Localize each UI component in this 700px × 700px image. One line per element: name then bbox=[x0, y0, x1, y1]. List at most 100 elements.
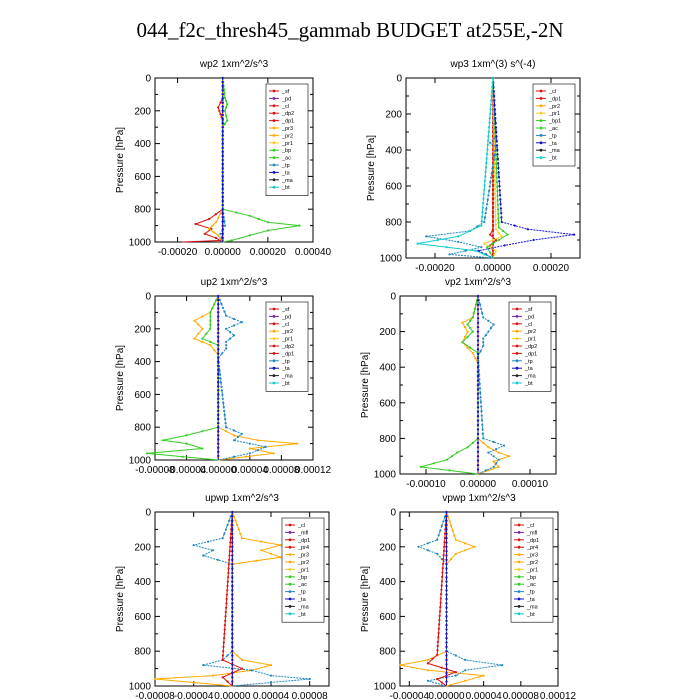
x-tick-label: 0.00000 bbox=[475, 263, 512, 274]
data-point bbox=[229, 337, 232, 340]
legend-marker bbox=[515, 344, 519, 348]
data-point bbox=[501, 664, 504, 667]
data-point bbox=[450, 557, 453, 561]
legend-entry: _dp1 bbox=[524, 351, 537, 357]
data-point bbox=[497, 162, 500, 165]
data-point bbox=[153, 677, 157, 681]
legend-entry: _pr2 bbox=[548, 104, 560, 110]
data-point bbox=[225, 347, 228, 350]
data-point bbox=[232, 324, 236, 327]
legend-entry: _pr3 bbox=[297, 553, 309, 559]
data-point bbox=[221, 676, 224, 679]
data-point bbox=[185, 434, 188, 437]
legend-marker bbox=[272, 104, 276, 108]
data-point bbox=[398, 664, 402, 667]
data-point bbox=[445, 680, 448, 683]
data-point bbox=[445, 554, 448, 557]
legend-entry: _bt bbox=[281, 381, 290, 387]
data-point bbox=[217, 344, 220, 347]
data-point bbox=[217, 311, 220, 314]
data-point bbox=[221, 352, 224, 355]
data-point bbox=[236, 435, 239, 439]
y-axis-label: Pressure [hPa] bbox=[366, 135, 377, 201]
legend-entry: _ac bbox=[281, 156, 291, 162]
data-point bbox=[217, 454, 220, 457]
legend-entry: _ac bbox=[297, 582, 307, 588]
data-point bbox=[209, 315, 212, 318]
data-point bbox=[231, 515, 234, 518]
data-point bbox=[231, 676, 234, 679]
legend-entry: _dp1 bbox=[526, 538, 539, 544]
data-point bbox=[457, 240, 460, 243]
data-point bbox=[224, 615, 227, 618]
data-point bbox=[496, 144, 499, 147]
data-point bbox=[235, 211, 238, 214]
data-point bbox=[231, 615, 234, 618]
data-point bbox=[213, 303, 216, 306]
legend-entry: _tp bbox=[526, 590, 535, 596]
data-point bbox=[217, 323, 220, 326]
y-tick-label: 800 bbox=[134, 205, 151, 216]
data-point bbox=[231, 597, 234, 601]
data-point bbox=[217, 234, 220, 237]
data-point bbox=[221, 393, 224, 396]
data-point bbox=[221, 85, 224, 88]
data-point bbox=[229, 545, 232, 548]
data-point bbox=[440, 584, 443, 587]
data-point bbox=[488, 189, 491, 192]
data-point bbox=[225, 327, 228, 330]
data-point bbox=[240, 667, 244, 670]
series-line bbox=[420, 295, 479, 475]
data-point bbox=[248, 234, 251, 237]
data-point bbox=[464, 549, 467, 552]
data-point bbox=[498, 180, 501, 183]
data-point bbox=[220, 116, 223, 119]
data-point bbox=[494, 121, 497, 125]
data-point bbox=[222, 645, 225, 649]
data-point bbox=[221, 195, 224, 198]
y-tick-label: 200 bbox=[134, 542, 151, 553]
data-point bbox=[445, 663, 448, 666]
data-point bbox=[445, 637, 448, 640]
data-point bbox=[488, 185, 491, 188]
legend-marker bbox=[288, 590, 292, 593]
data-point bbox=[482, 441, 485, 444]
data-point bbox=[448, 469, 451, 472]
data-point bbox=[223, 409, 226, 413]
y-tick-label: 0 bbox=[390, 508, 396, 519]
y-axis-label: Pressure [hPa] bbox=[115, 127, 126, 193]
x-tick-label: -0.00020 bbox=[415, 263, 455, 274]
data-point bbox=[476, 392, 480, 395]
data-point bbox=[438, 610, 442, 613]
data-point bbox=[497, 226, 500, 229]
data-point bbox=[231, 680, 234, 683]
data-point bbox=[232, 455, 236, 458]
data-point bbox=[221, 216, 224, 219]
data-point bbox=[437, 534, 440, 537]
data-point bbox=[494, 214, 497, 217]
legend-marker bbox=[288, 597, 292, 601]
y-tick-label: 400 bbox=[134, 577, 151, 588]
data-point bbox=[248, 447, 251, 450]
data-point bbox=[479, 396, 482, 399]
data-point bbox=[476, 432, 480, 436]
data-point bbox=[474, 249, 477, 252]
legend-entry: _ta bbox=[297, 597, 307, 603]
x-tick-label: 0.00008 bbox=[503, 691, 540, 700]
data-point bbox=[485, 161, 488, 165]
data-point bbox=[490, 176, 493, 179]
x-tick-label: -0.00004 bbox=[390, 691, 430, 700]
data-point bbox=[495, 162, 498, 166]
data-point bbox=[495, 130, 498, 134]
data-point bbox=[448, 253, 451, 256]
legend-entry: _cl bbox=[297, 523, 305, 529]
data-point bbox=[201, 340, 204, 343]
data-point bbox=[222, 650, 225, 653]
data-point bbox=[483, 242, 486, 245]
legend-entry: _dp1 bbox=[297, 538, 310, 544]
legend-marker bbox=[517, 523, 521, 527]
data-point bbox=[476, 317, 480, 320]
legend-marker bbox=[272, 148, 276, 152]
data-point bbox=[230, 239, 233, 242]
